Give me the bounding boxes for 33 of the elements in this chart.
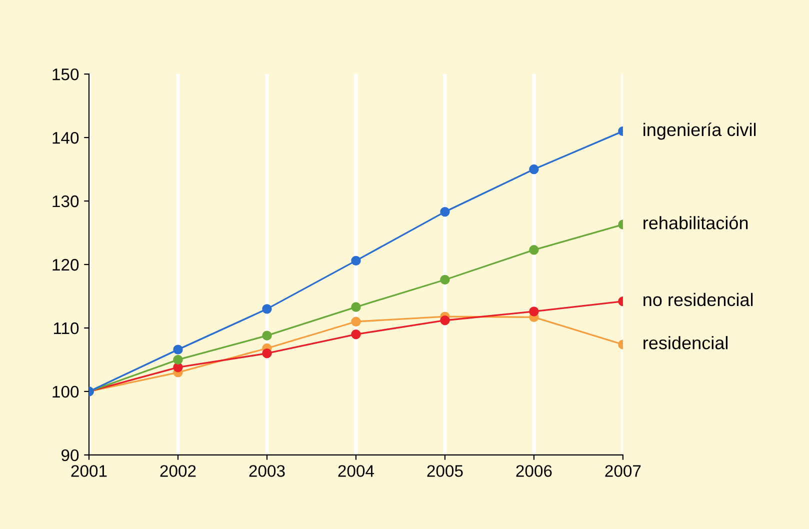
point: [351, 302, 361, 312]
point: [262, 348, 272, 358]
point: [529, 245, 539, 255]
x-tick-label: 2006: [516, 465, 552, 477]
series-label: ingeniería civil: [644, 122, 756, 140]
y-tick-label: 110: [54, 322, 79, 334]
x-tick-label: 2005: [427, 465, 463, 477]
point: [351, 316, 361, 326]
point: [173, 354, 183, 365]
point: [262, 330, 272, 340]
x-tick-label: 2001: [71, 465, 107, 477]
y-tick-label: 100: [52, 386, 79, 398]
point: [173, 344, 183, 354]
y-tick-label: 120: [52, 258, 79, 271]
x-tick-label: 2003: [249, 465, 285, 477]
series-label: residencial: [644, 336, 728, 350]
point: [262, 304, 272, 314]
x-tick-label: 2004: [338, 465, 374, 477]
point: [529, 164, 539, 174]
series-label: no residencial: [644, 292, 753, 306]
point: [440, 206, 450, 217]
y-tick-label: 150: [52, 68, 79, 80]
x-tick-label: 2002: [160, 465, 196, 477]
y-tick-label: 90: [62, 449, 79, 462]
series-label: rehabilitación: [644, 216, 748, 230]
point: [529, 306, 539, 316]
y-tick-label: 130: [52, 195, 79, 208]
point: [351, 256, 361, 266]
point: [440, 274, 450, 285]
y-tick-label: 140: [52, 132, 79, 144]
x-tick-label: 2007: [605, 465, 641, 477]
point: [351, 329, 361, 340]
point: [440, 316, 450, 326]
